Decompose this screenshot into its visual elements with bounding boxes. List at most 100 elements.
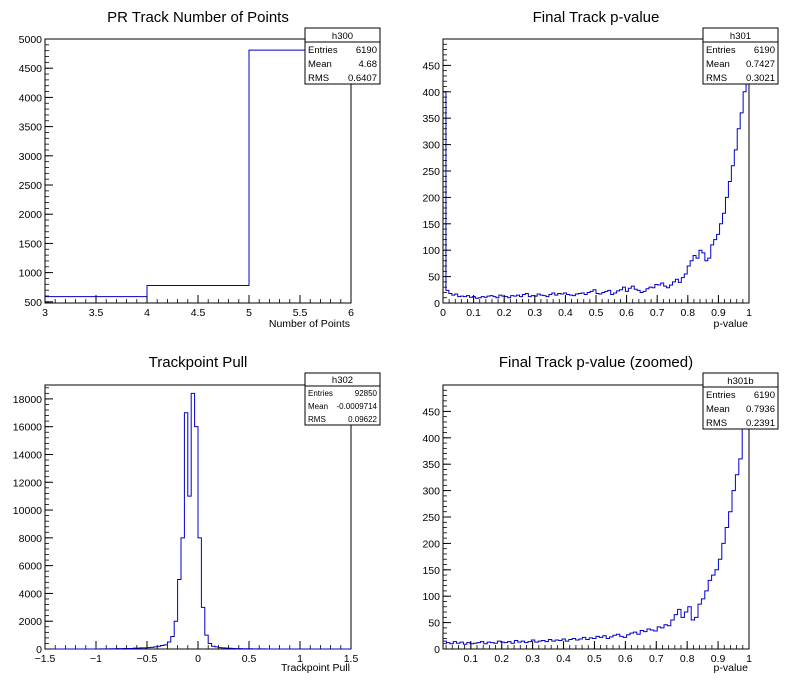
x-tick-label: 0.2 — [497, 307, 512, 319]
x-tick-label: 0.9 — [711, 307, 726, 319]
stats-row-value: 6190 — [356, 45, 377, 56]
y-tick-label: 8000 — [19, 533, 43, 545]
stats-histogram-name: h301 — [730, 31, 751, 42]
stats-row-value: 6190 — [754, 390, 775, 401]
x-tick-label: 0.3 — [527, 307, 542, 319]
y-tick-label: 100 — [422, 591, 440, 603]
stats-row-label: Entries — [308, 389, 333, 398]
x-tick-label: 0.6 — [618, 653, 633, 665]
x-tick-label: 0.1 — [464, 653, 479, 665]
y-tick-label: 3000 — [19, 151, 43, 163]
x-tick-label: 1 — [297, 653, 303, 665]
pad-final-track-p-value: Final Track p-value 0 0.1 0.2 0.3 0.4 0.5 0.6 0.… — [422, 9, 779, 330]
stats-row-label: RMS — [308, 415, 326, 424]
y-tick-label: 50 — [428, 272, 440, 284]
y-tick-label: 18000 — [13, 394, 42, 406]
y-tick-label: 4000 — [19, 92, 43, 104]
x-tick-label: 6 — [348, 307, 354, 319]
y-tick-label: 0 — [36, 644, 42, 656]
histogram-line — [443, 384, 749, 645]
stats-box-frame — [304, 372, 381, 426]
stats-row-label: Mean — [706, 59, 730, 70]
y-tick-label: 400 — [422, 87, 440, 99]
y-tick-label: 1500 — [19, 238, 43, 250]
chart-title: Final Track p-value (zoomed) — [499, 354, 693, 371]
stats-row-label: Mean — [308, 402, 328, 411]
stats-row-value: 4.68 — [359, 59, 378, 70]
x-tick-label: 0.5 — [589, 307, 604, 319]
stats-box-frame — [702, 27, 779, 85]
x-tick-label: 0.3 — [525, 653, 540, 665]
x-tick-label: 4 — [144, 307, 150, 319]
stats-row-value: 6190 — [754, 45, 775, 56]
x-axis-label: p-value — [714, 318, 749, 330]
y-tick-label: 16000 — [13, 422, 42, 434]
x-tick-label: −1.5 — [35, 653, 56, 665]
y-tick-label: 4000 — [19, 588, 43, 600]
x-tick-label: 1.5 — [344, 653, 359, 665]
y-tick-label: 450 — [422, 60, 440, 72]
stats-row-label: RMS — [706, 418, 727, 429]
y-tick-label: 0 — [434, 298, 440, 310]
stats-box-frame — [304, 27, 381, 85]
y-tick-label: 6000 — [19, 561, 43, 573]
y-tick-label: 5000 — [19, 34, 43, 46]
stats-row-label: RMS — [308, 73, 329, 84]
x-tick-label: 3.5 — [89, 307, 104, 319]
y-tick-label: 4500 — [19, 63, 43, 75]
stats-row-value: 0.2391 — [746, 418, 775, 429]
histogram-line — [45, 49, 351, 298]
y-tick-label: 350 — [422, 113, 440, 125]
x-tick-label: 0.8 — [680, 307, 695, 319]
x-tick-label: 0 — [195, 653, 201, 665]
pad-final-track-p-value-zoomed: Final Track p-value (zoomed) 0.1 0.2 0.3 0.4… — [422, 354, 779, 674]
stats-box: h300 Entries 6190 Mean 4.68 RMS 0.6407 — [304, 27, 381, 85]
y-tick-label: 150 — [422, 565, 440, 577]
stats-row-value: 0.7936 — [746, 404, 775, 415]
stats-row-value: 0.09622 — [348, 415, 377, 424]
x-tick-label: 3 — [42, 307, 48, 319]
x-tick-label: 0.9 — [711, 653, 726, 665]
x-axis-label: p-value — [714, 662, 749, 674]
x-tick-label: 1 — [746, 307, 752, 319]
y-tick-label: 450 — [422, 406, 440, 418]
x-tick-label: 0.5 — [587, 653, 602, 665]
y-tick-label: 200 — [422, 538, 440, 550]
y-tick-label: 2000 — [19, 616, 43, 628]
stats-box: h302 Entries 92850 Mean -0.0009714 RMS 0.09622 — [304, 372, 381, 426]
y-tick-label: 50 — [428, 618, 440, 630]
chart-title: PR Track Number of Points — [107, 9, 289, 26]
y-tick-label: 350 — [422, 459, 440, 471]
x-tick-label: 0.7 — [650, 307, 665, 319]
stats-box: h301b Entries 6190 Mean 0.7936 RMS 0.2391 — [702, 372, 779, 430]
x-tick-label: 0 — [440, 307, 446, 319]
stats-row-label: Mean — [706, 404, 730, 415]
y-tick-label: 2500 — [19, 180, 43, 192]
x-tick-label: 0.1 — [466, 307, 481, 319]
stats-box: h301 Entries 6190 Mean 0.7427 RMS 0.3021 — [702, 27, 779, 85]
x-tick-label: 5 — [246, 307, 252, 319]
y-tick-label: 200 — [422, 192, 440, 204]
pad-trackpoint-pull: Trackpoint Pull −1.5 −1 −0.5 0 0.5 1 1.5 0 2000 40… — [13, 354, 381, 674]
stats-row-label: Entries — [308, 45, 338, 56]
stats-row-value: 0.7427 — [746, 59, 775, 70]
stats-histogram-name: h300 — [332, 31, 353, 42]
x-tick-label: 0.8 — [680, 653, 695, 665]
stats-row-value: 92850 — [355, 389, 378, 398]
x-tick-label: 0.5 — [242, 653, 257, 665]
y-tick-label: 12000 — [13, 477, 42, 489]
y-tick-label: 400 — [422, 433, 440, 445]
y-tick-label: 0 — [434, 644, 440, 656]
x-tick-label: 0.4 — [556, 653, 571, 665]
x-tick-label: 0.4 — [558, 307, 573, 319]
x-tick-label: 0.6 — [619, 307, 634, 319]
stats-row-label: Entries — [706, 45, 736, 56]
x-tick-label: −1 — [90, 653, 102, 665]
stats-row-label: RMS — [706, 73, 727, 84]
y-tick-label: 2000 — [19, 209, 43, 221]
y-tick-label: 300 — [422, 486, 440, 498]
x-tick-label: −0.5 — [137, 653, 158, 665]
x-tick-label: 1 — [746, 653, 752, 665]
stats-row-value: -0.0009714 — [337, 402, 378, 411]
